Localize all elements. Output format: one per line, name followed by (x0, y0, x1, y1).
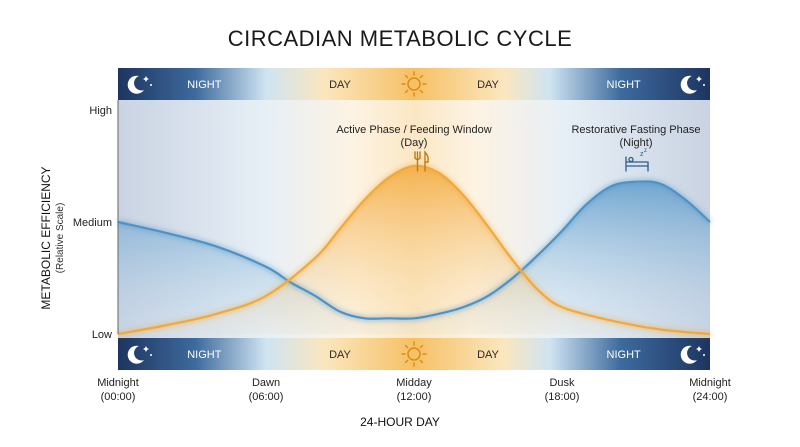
bottom-band-label: DAY (477, 349, 499, 361)
annotation-label: Active Phase / Feeding Window (336, 124, 491, 136)
x-tick-label: Dawn (252, 377, 280, 389)
orange-series-area (118, 165, 710, 334)
top-band-label: NIGHT (187, 79, 222, 91)
y-tick-label: High (89, 105, 112, 117)
y-axis-sublabel: (Relative Scale) (55, 203, 66, 274)
top-band-label: NIGHT (607, 79, 642, 91)
annotation-sublabel: (Night) (619, 137, 652, 149)
moon-stars-icon (127, 75, 152, 94)
annotation-sublabel: (Day) (401, 137, 428, 149)
x-tick-sublabel: (12:00) (397, 391, 432, 403)
y-axis-ticks: Low Medium High (73, 105, 112, 341)
bottom-band-label: NIGHT (187, 349, 222, 361)
sun-icon (401, 341, 427, 367)
x-tick-label: Midnight (97, 377, 139, 389)
y-axis-title: METABOLIC EFFICIENCY (39, 166, 53, 309)
bottom-band-label: DAY (329, 349, 351, 361)
x-tick-sublabel: (00:00) (101, 391, 136, 403)
annotation-label: Restorative Fasting Phase (571, 124, 700, 136)
x-tick-label: Midnight (689, 377, 731, 389)
sleeping-bed-icon: z z (625, 148, 649, 172)
x-tick-sublabel: (06:00) (249, 391, 284, 403)
svg-text:z: z (640, 151, 644, 158)
y-tick-label: Medium (73, 217, 112, 229)
top-band-label: DAY (329, 79, 351, 91)
curves (117, 164, 711, 336)
chart-title: CIRCADIAN METABOLIC CYCLE (228, 26, 573, 51)
sun-icon (401, 71, 427, 97)
fork-knife-icon (414, 150, 429, 172)
annotations: Active Phase / Feeding Window(Day) Restor… (336, 124, 700, 149)
blue-series-line (117, 180, 711, 320)
band-labels-top: NIGHT DAY DAY NIGHT (187, 79, 641, 91)
y-axis-subtitle: (Relative Scale) (55, 203, 66, 274)
x-tick-sublabel: (24:00) (693, 391, 728, 403)
moon-stars-icon (680, 345, 705, 364)
y-tick-label: Low (92, 329, 112, 341)
y-axis-label: METABOLIC EFFICIENCY (39, 166, 53, 309)
moon-stars-icon (127, 345, 152, 364)
orange-series-line (117, 164, 711, 336)
band-labels-bottom: NIGHT DAY DAY NIGHT (187, 349, 641, 361)
x-axis-ticks: Midnight (00:00) Dawn (06:00) Midday (12:00) D… (97, 377, 731, 403)
top-band-label: DAY (477, 79, 499, 91)
x-tick-label: Dusk (549, 377, 575, 389)
bottom-band-label: NIGHT (607, 349, 642, 361)
x-axis-label: 24-HOUR DAY (360, 415, 440, 429)
svg-text:z: z (644, 148, 647, 154)
x-tick-label: Midday (396, 377, 432, 389)
moon-stars-icon (680, 75, 705, 94)
x-tick-sublabel: (18:00) (545, 391, 580, 403)
